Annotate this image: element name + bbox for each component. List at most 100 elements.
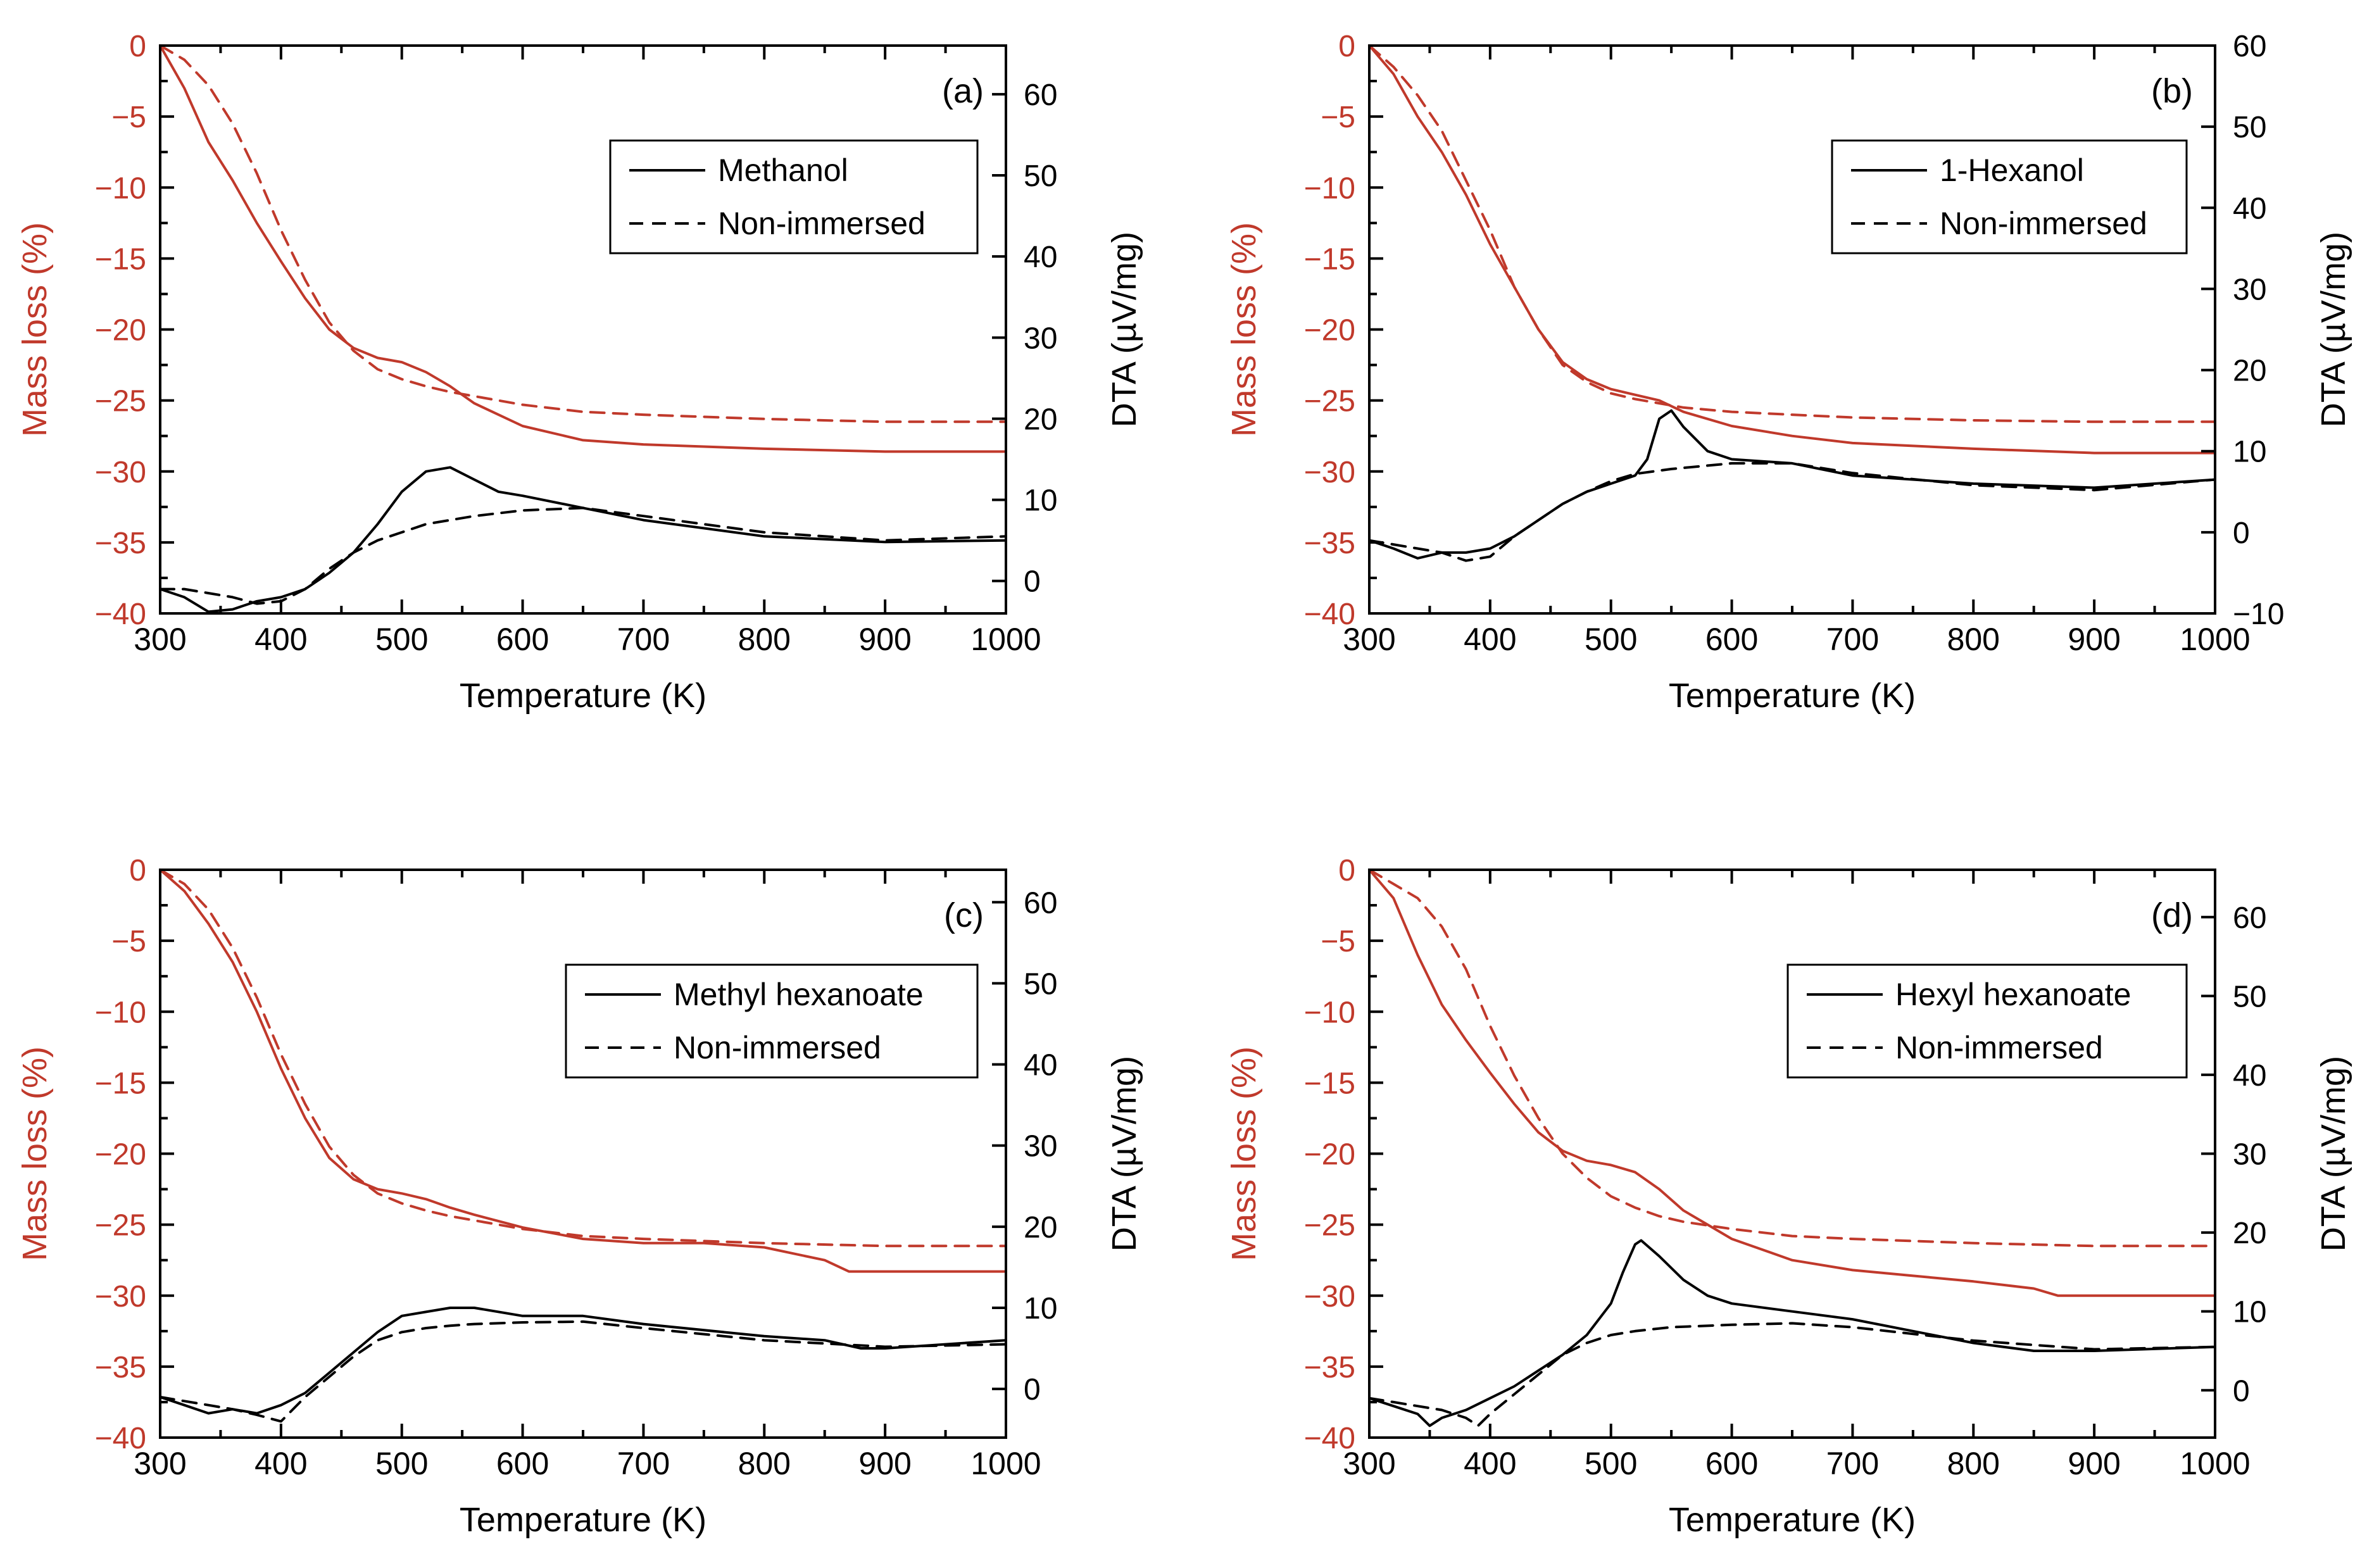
y-left-tick-label: −30 (1304, 456, 1355, 489)
x-tick-label: 700 (617, 622, 670, 657)
y-right-tick-label: 10 (2233, 436, 2266, 469)
legend-dashed-label: Non-immersed (1940, 206, 2147, 241)
series-line-non-immersed-dta (159, 506, 1007, 605)
y-left-tick-label: −5 (111, 925, 146, 958)
y-left-tick-label: −10 (95, 996, 146, 1029)
y-left-tick-label: −30 (95, 456, 146, 489)
y-left-tick-label: −40 (95, 598, 146, 631)
y-left-tick-label: −40 (1304, 598, 1355, 631)
x-tick-label: 1000 (970, 1446, 1041, 1481)
x-tick-label: 500 (1585, 622, 1637, 657)
y-left-tick-label: −35 (1304, 527, 1355, 560)
y-right-tick-label: 30 (2233, 273, 2266, 306)
x-tick-label: 1000 (2180, 1446, 2250, 1481)
y-right-axis-title: DTA (µV/mg) (1105, 1056, 1143, 1251)
y-left-tick-label: 0 (129, 30, 146, 63)
x-tick-label: 600 (496, 1446, 549, 1481)
y-right-tick-label: 40 (1024, 1049, 1057, 1082)
legend-box (609, 139, 979, 254)
legend-box (565, 963, 979, 1079)
legend-box (1831, 139, 2188, 254)
y-left-tick-label: −20 (95, 314, 146, 348)
x-tick-label: 300 (1343, 1446, 1395, 1481)
series-line-non-immersed-dta (1368, 461, 2216, 562)
y-left-tick-label: −30 (95, 1280, 146, 1314)
series-line-hexyl-hexanoate-dta (1368, 1239, 2216, 1427)
x-tick-label: 900 (858, 622, 911, 657)
plot-frame (159, 44, 1007, 615)
x-tick-label: 700 (1826, 622, 1879, 657)
x-tick-label: 400 (1464, 622, 1516, 657)
y-right-tick-label: 30 (2233, 1138, 2266, 1172)
y-left-tick-label: −30 (1304, 1280, 1355, 1314)
y-left-axis-title: Mass loss (%) (16, 222, 54, 437)
legend: 1-Hexanol Non-immersed (1831, 139, 2188, 254)
y-right-tick-label: 60 (2233, 30, 2266, 63)
y-right-tick-label: 30 (1024, 1130, 1057, 1163)
y-right-tick-label: 50 (1024, 160, 1057, 193)
y-left-tick-label: −35 (95, 527, 146, 560)
legend-solid-label: Methyl hexanoate (674, 977, 924, 1012)
legend: Hexyl hexanoate Non-immersed (1786, 963, 2188, 1079)
y-right-tick-label: 50 (1024, 967, 1057, 1001)
plot-frame (1368, 44, 2216, 615)
y-left-tick-label: 0 (1338, 30, 1355, 63)
series-line-non-immersed-dta (159, 1320, 1007, 1423)
plot-frame (1368, 869, 2216, 1439)
y-left-tick-label: −5 (1321, 925, 1355, 958)
panel-label: (c) (944, 896, 984, 934)
x-axis-title: Temperature (K) (460, 677, 706, 715)
x-tick-label: 500 (375, 622, 428, 657)
y-right-tick-label: 40 (2233, 192, 2266, 225)
chart-panel-d: 300 400 500 600 700 800 900 10000−5−10−15−20−25… (1225, 854, 2352, 1539)
x-tick-label: 1000 (2180, 622, 2250, 657)
y-left-tick-label: −15 (1304, 1067, 1355, 1100)
chart-panel-b: 300 400 500 600 700 800 900 10000−5−10−15−20−25… (1225, 30, 2352, 715)
y-right-tick-label: 20 (2233, 354, 2266, 388)
x-tick-label: 300 (134, 622, 186, 657)
x-tick-label: 800 (1947, 1446, 2000, 1481)
series-line-non-immersed-mass-loss (159, 869, 1007, 1248)
y-left-tick-label: 0 (129, 854, 146, 887)
y-left-axis-title: Mass loss (%) (16, 1046, 54, 1261)
x-tick-label: 400 (254, 1446, 307, 1481)
x-tick-label: 600 (496, 622, 549, 657)
x-tick-label: 800 (738, 622, 791, 657)
y-left-tick-label: −25 (95, 385, 146, 418)
y-right-tick-label: 20 (2233, 1217, 2266, 1250)
series-line-hexyl-hexanoate-mass-loss (1368, 869, 2216, 1297)
y-right-tick-label: 0 (1024, 565, 1041, 599)
y-left-tick-label: −20 (95, 1138, 146, 1172)
y-left-tick-label: −20 (1304, 314, 1355, 348)
x-tick-label: 800 (1947, 622, 2000, 657)
y-right-axis-title: DTA (µV/mg) (2314, 232, 2352, 427)
y-right-tick-label: 20 (1024, 1211, 1057, 1245)
legend: Methyl hexanoate Non-immersed (565, 963, 979, 1079)
x-tick-label: 600 (1705, 622, 1758, 657)
y-left-tick-label: −25 (1304, 385, 1355, 418)
x-tick-label: 600 (1705, 1446, 1758, 1481)
y-right-tick-label: 50 (2233, 980, 2266, 1013)
series-line-methanol-mass-loss (159, 44, 1007, 453)
legend-solid-label: 1-Hexanol (1940, 153, 2084, 188)
y-left-tick-label: −5 (111, 101, 146, 134)
series-line-methyl-hexanoate-mass-loss (159, 869, 1007, 1273)
x-tick-label: 900 (2068, 622, 2120, 657)
y-right-tick-label: 60 (2233, 901, 2266, 935)
series-line-non-immersed-mass-loss (1368, 44, 2216, 423)
panel-label: (b) (2151, 72, 2193, 110)
y-right-tick-label: 40 (2233, 1059, 2266, 1093)
y-right-tick-label: 50 (2233, 111, 2266, 144)
x-tick-label: 800 (738, 1446, 791, 1481)
x-tick-label: 400 (1464, 1446, 1516, 1481)
y-right-tick-label: 10 (1024, 484, 1057, 518)
y-left-tick-label: −35 (1304, 1351, 1355, 1384)
y-left-tick-label: −10 (95, 172, 146, 205)
y-left-tick-label: −25 (95, 1209, 146, 1243)
y-right-axis-title: DTA (µV/mg) (2314, 1056, 2352, 1251)
y-left-axis-title: Mass loss (%) (1225, 1046, 1263, 1261)
y-left-tick-label: −35 (95, 1351, 146, 1384)
chart-panel-c: 300 400 500 600 700 800 900 10000−5−10−15−20−25… (16, 854, 1143, 1539)
legend-box (1786, 963, 2188, 1079)
